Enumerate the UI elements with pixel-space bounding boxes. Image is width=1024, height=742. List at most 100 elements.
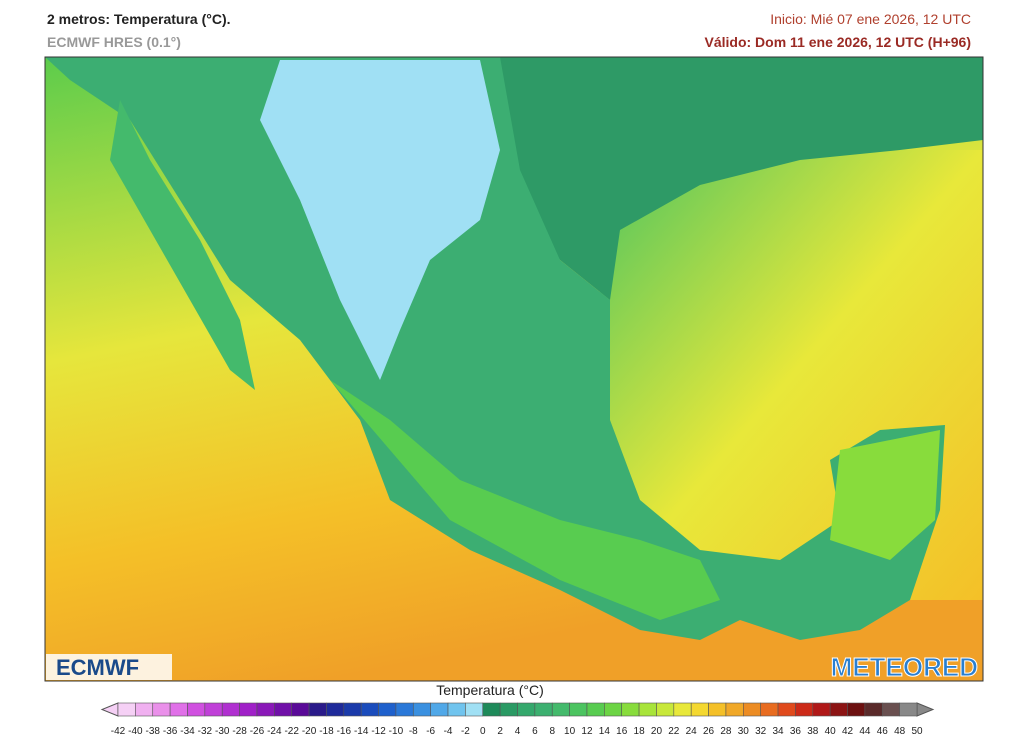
colorbar-tick-label: 36 [790, 726, 802, 737]
colorbar-box [291, 702, 310, 717]
colorbar-box [725, 702, 744, 717]
colorbar-box [447, 702, 466, 717]
meteored-logo: METEORED [831, 652, 978, 682]
colorbar-tick-label: 38 [807, 726, 819, 737]
colorbar-tick-label: 18 [634, 726, 646, 737]
colorbar-box [812, 702, 831, 717]
colorbar-tick-label: 10 [564, 726, 576, 737]
colorbar-tick-label: -10 [389, 726, 404, 737]
colorbar-tick-label: -26 [250, 726, 265, 737]
colorbar-box [881, 702, 900, 717]
colorbar-tick-label: -20 [302, 726, 317, 737]
colorbar-tick-label: 0 [480, 726, 486, 737]
colorbar-arrow-right [916, 702, 935, 717]
colorbar-tick-label: 26 [703, 726, 715, 737]
valid-time: Válido: Dom 11 ene 2026, 12 UTC (H+96) [705, 34, 972, 50]
colorbar-tick-label: 6 [532, 726, 538, 737]
colorbar-box [499, 702, 518, 717]
colorbar-box [795, 702, 814, 717]
colorbar-tick-label: -36 [163, 726, 178, 737]
colorbar-box [829, 702, 848, 717]
map [45, 57, 983, 681]
colorbar-box [517, 702, 536, 717]
colorbar-tick-label: 28 [720, 726, 732, 737]
colorbar-box [604, 702, 623, 717]
colorbar-box [534, 702, 553, 717]
colorbar-tick-label: 22 [668, 726, 680, 737]
colorbar-tick-label: 50 [911, 726, 923, 737]
colorbar-box [135, 702, 154, 717]
colorbar-box [621, 702, 640, 717]
colorbar-box [326, 702, 345, 717]
legend-title: Temperatura (°C) [436, 682, 544, 698]
colorbar-tick-label: -2 [461, 726, 470, 737]
colorbar-tick-label: -40 [128, 726, 143, 737]
colorbar-tick-label: -30 [215, 726, 230, 737]
colorbar-box [395, 702, 414, 717]
colorbar-box [673, 702, 692, 717]
colorbar-tick-label: 30 [738, 726, 750, 737]
colorbar-box [274, 702, 292, 717]
colorbar-tick-label: -28 [232, 726, 247, 737]
colorbar-box [412, 702, 431, 717]
colorbar-box [586, 702, 605, 717]
colorbar-tick-label: 32 [755, 726, 767, 737]
colorbar-box [308, 702, 327, 717]
colorbar-box [656, 702, 675, 717]
colorbar-tick-label: -18 [319, 726, 334, 737]
colorbar-tick-label: -34 [180, 726, 195, 737]
colorbar-box [638, 702, 657, 717]
colorbar-tick-label: -12 [371, 726, 386, 737]
colorbar-tick-label: 40 [825, 726, 837, 737]
ecmwf-logo: ECMWF [56, 655, 139, 680]
colorbar-tick-label: -16 [337, 726, 352, 737]
colorbar-box [482, 702, 501, 717]
colorbar-box [239, 702, 258, 717]
colorbar-arrow-left [100, 702, 119, 717]
colorbar-tick-label: 44 [859, 726, 871, 737]
colorbar-tick-label: 20 [651, 726, 663, 737]
colorbar-tick-label: 24 [686, 726, 698, 737]
colorbar-box [169, 702, 188, 717]
model: ECMWF HRES (0.1°) [47, 34, 181, 50]
logo-bg [46, 654, 172, 680]
init-time: Inicio: Mié 07 ene 2026, 12 UTC [770, 11, 971, 27]
colorbar-tick-label: 2 [497, 726, 503, 737]
colorbar-box [899, 702, 918, 717]
colorbar-tick-label: 8 [549, 726, 555, 737]
colorbar-box [864, 702, 883, 717]
colorbar-box [117, 702, 136, 717]
colorbar-tick-label: 42 [842, 726, 854, 737]
colorbar-box [152, 702, 171, 717]
colorbar-box [760, 702, 779, 717]
colorbar-box [378, 702, 397, 717]
colorbar-box [743, 702, 761, 717]
colorbar-tick-label: 4 [515, 726, 521, 737]
colorbar-box [256, 702, 275, 717]
colorbar-box [343, 702, 362, 717]
colorbar-box [569, 702, 588, 717]
colorbar-tick-label: 14 [599, 726, 611, 737]
colorbar-tick-label: -38 [146, 726, 161, 737]
colorbar-tick-label: 16 [616, 726, 628, 737]
colorbar-box [777, 702, 796, 717]
colorbar-box [187, 702, 206, 717]
colorbar-tick-label: -6 [426, 726, 435, 737]
colorbar: -42 -40 -38 -36 -34 -32 -30 -28 -26 -24 -22 -20 -18-… [100, 702, 935, 737]
colorbar-box [465, 702, 484, 717]
colorbar-box [204, 702, 223, 717]
colorbar-box [430, 702, 449, 717]
colorbar-tick-label: -14 [354, 726, 369, 737]
colorbar-box [847, 702, 866, 717]
colorbar-box [221, 702, 240, 717]
colorbar-tick-label: -32 [198, 726, 213, 737]
colorbar-tick-label: -42 [111, 726, 126, 737]
colorbar-box [551, 702, 570, 717]
colorbar-tick-label: -4 [444, 726, 453, 737]
colorbar-tick-label: 34 [772, 726, 784, 737]
colorbar-tick-label: -8 [409, 726, 418, 737]
colorbar-tick-label: 12 [581, 726, 593, 737]
map-frame [44, 56, 984, 682]
colorbar-tick-label: 48 [894, 726, 906, 737]
